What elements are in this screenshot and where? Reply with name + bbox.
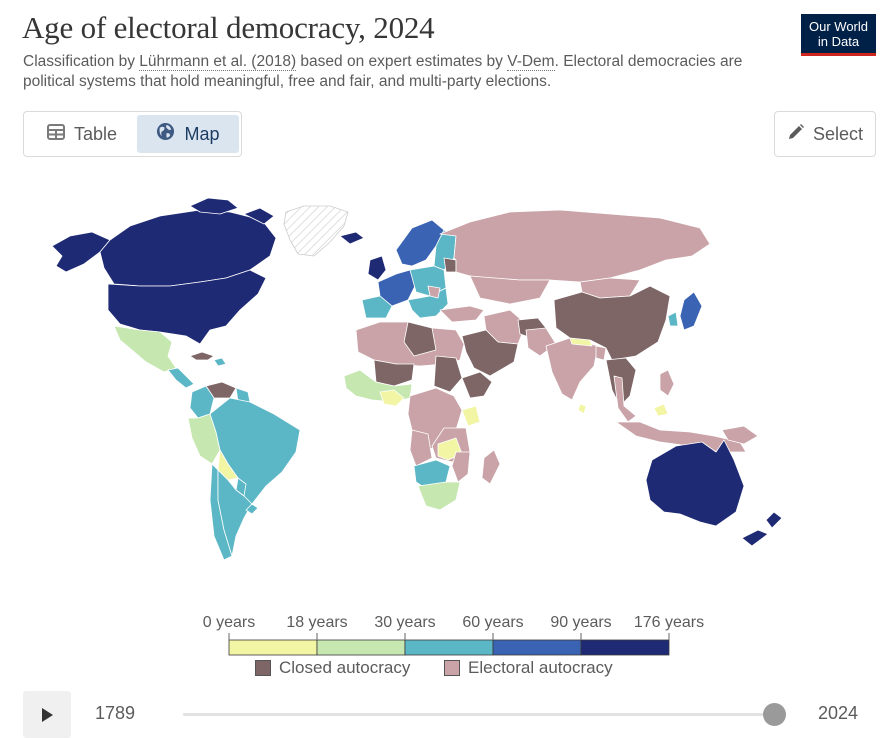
belarus[interactable] (443, 257, 457, 273)
timeline-end-year: 2024 (818, 703, 859, 723)
globe-icon (156, 122, 175, 146)
view-tabs: Table Map (23, 111, 242, 157)
vdem-link[interactable]: V-Dem (507, 53, 555, 71)
pencil-icon (787, 123, 805, 146)
table-icon (46, 123, 65, 145)
legend-tick-0: 0 years (202, 614, 256, 631)
legend-bin-60-90[interactable] (492, 639, 582, 656)
united-kingdom[interactable] (367, 255, 387, 281)
united-states[interactable] (107, 269, 267, 345)
serbia-hungary[interactable] (427, 285, 441, 299)
china[interactable] (553, 285, 671, 361)
sudan[interactable] (433, 355, 463, 393)
play-button[interactable] (23, 691, 71, 738)
tab-table[interactable]: Table (28, 115, 136, 153)
luhrmann-link[interactable]: Lührmann et al. (2018) (139, 53, 297, 71)
mozambique[interactable] (451, 451, 471, 483)
canadian-arctic-islands[interactable] (189, 197, 275, 225)
uruguay[interactable] (245, 503, 259, 515)
select-button[interactable]: Select (774, 111, 876, 157)
alaska[interactable] (51, 231, 111, 273)
central-america[interactable] (167, 367, 195, 389)
legend-tick-30: 30 years (374, 614, 436, 631)
timor-leste[interactable] (653, 403, 669, 417)
legend-closed-autocracy[interactable]: Closed autocracy (255, 658, 410, 678)
greenland (283, 205, 349, 257)
timeline-handle[interactable] (763, 703, 786, 726)
legend-bin-30-60[interactable] (404, 639, 494, 656)
caribbean[interactable] (213, 357, 227, 367)
logo-line-1: Our World (809, 19, 868, 34)
papua-new-guinea[interactable] (721, 425, 759, 445)
legend-bin-0-18[interactable] (228, 639, 318, 656)
legend-electoral-autocracy[interactable]: Electoral autocracy (444, 658, 613, 678)
angola[interactable] (409, 429, 433, 467)
new-zealand[interactable] (741, 511, 783, 547)
electoral-autocracy-label: Electoral autocracy (468, 658, 613, 677)
madagascar[interactable] (481, 449, 501, 485)
philippines[interactable] (659, 369, 675, 397)
sahel-closed[interactable] (373, 359, 415, 387)
timeline-start-year: 1789 (95, 703, 136, 723)
kazakhstan[interactable] (469, 275, 551, 305)
russia[interactable] (439, 209, 711, 283)
libya[interactable] (403, 321, 437, 357)
tab-map[interactable]: Map (137, 115, 239, 153)
subtitle-text-3: . Electoral democracies are political sy… (23, 53, 743, 90)
world-map (51, 197, 783, 561)
select-button-label: Select (812, 123, 864, 144)
owid-logo[interactable]: Our World in Data (801, 14, 876, 56)
thailand-malaysia[interactable] (613, 375, 637, 423)
timeline-track[interactable] (183, 713, 775, 716)
sri-lanka[interactable] (577, 403, 587, 415)
tab-map-label: Map (184, 123, 220, 144)
ghana-nigeria[interactable] (379, 389, 405, 407)
legend-bin-18-30[interactable] (316, 639, 406, 656)
eritrea-somalia[interactable] (461, 371, 493, 399)
cuba[interactable] (189, 351, 215, 361)
play-icon (42, 707, 53, 722)
closed-autocracy-label: Closed autocracy (279, 658, 411, 677)
legend-bin-90-176[interactable] (580, 639, 670, 656)
south-africa[interactable] (417, 481, 461, 511)
argentina[interactable] (217, 469, 253, 557)
bolivia[interactable] (217, 449, 239, 481)
legend-tick-18: 18 years (286, 614, 348, 631)
turkey[interactable] (439, 305, 485, 323)
logo-line-2: in Data (817, 34, 860, 49)
south-korea[interactable] (667, 311, 679, 327)
subtitle-text-2: based on expert estimates by (296, 53, 508, 70)
tab-table-label: Table (73, 123, 118, 144)
chart-title: Age of electoral democracy, 2024 (22, 10, 435, 45)
legend-tick-90: 90 years (550, 614, 612, 631)
iberia[interactable] (361, 295, 393, 319)
legend-tick-60: 60 years (462, 614, 524, 631)
chart-subtitle: Classification by Lührmann et al. (2018)… (23, 52, 783, 92)
kenya[interactable] (461, 405, 481, 427)
indonesia[interactable] (615, 421, 747, 453)
australia[interactable] (645, 439, 745, 527)
electoral-autocracy-swatch (444, 660, 460, 676)
subtitle-text-1: Classification by (23, 53, 140, 70)
korea-japan[interactable] (679, 291, 703, 331)
bangladesh[interactable] (595, 345, 607, 361)
iceland[interactable] (339, 231, 365, 245)
closed-autocracy-swatch (255, 660, 271, 676)
legend-color-bins (228, 639, 670, 656)
legend-tick-176: 176 years (633, 614, 705, 631)
india[interactable] (545, 337, 599, 401)
arabia[interactable] (461, 329, 519, 377)
